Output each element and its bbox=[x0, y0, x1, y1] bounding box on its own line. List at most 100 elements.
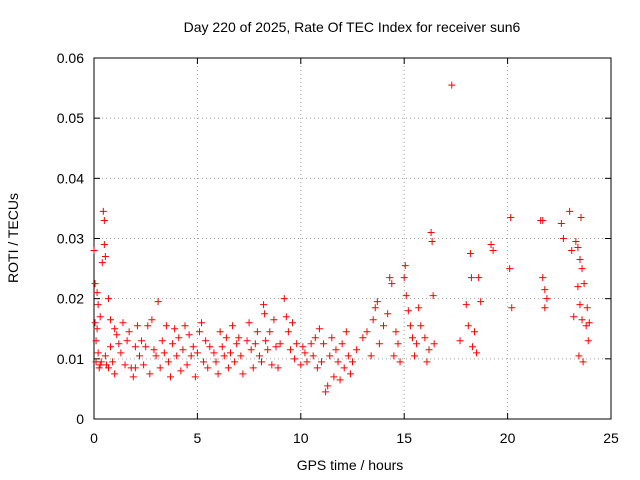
data-point bbox=[575, 352, 583, 360]
data-point bbox=[260, 301, 268, 309]
data-point bbox=[97, 358, 105, 366]
data-point bbox=[568, 247, 576, 255]
data-point bbox=[386, 274, 394, 282]
x-tick-label: 15 bbox=[396, 430, 412, 446]
data-point bbox=[477, 298, 485, 306]
data-point bbox=[578, 265, 586, 273]
y-axis-label: ROTI / TECUs bbox=[5, 193, 21, 283]
x-axis-label: GPS time / hours bbox=[297, 457, 404, 473]
data-point bbox=[473, 349, 481, 357]
grid-lines bbox=[94, 58, 611, 419]
data-point bbox=[154, 298, 162, 306]
y-tick-label: 0 bbox=[76, 411, 84, 427]
data-point bbox=[99, 207, 107, 215]
data-point bbox=[487, 241, 495, 249]
data-point bbox=[293, 340, 301, 348]
data-point bbox=[115, 340, 123, 348]
data-point bbox=[200, 358, 208, 366]
data-point bbox=[160, 349, 168, 357]
data-point bbox=[367, 352, 375, 360]
data-point bbox=[541, 304, 549, 312]
data-point bbox=[413, 340, 421, 348]
data-point bbox=[94, 301, 102, 309]
data-point bbox=[138, 337, 146, 345]
data-point bbox=[133, 322, 141, 330]
data-point bbox=[173, 352, 181, 360]
data-point bbox=[286, 346, 294, 354]
data-point bbox=[239, 370, 247, 378]
data-point bbox=[261, 310, 269, 318]
y-tick-label: 0.03 bbox=[57, 231, 84, 247]
data-point bbox=[179, 346, 187, 354]
data-point bbox=[574, 283, 582, 291]
data-point bbox=[144, 322, 152, 330]
data-point bbox=[142, 343, 150, 351]
data-point bbox=[91, 280, 99, 288]
data-point bbox=[301, 349, 309, 357]
data-point bbox=[235, 334, 243, 342]
data-point bbox=[328, 334, 336, 342]
data-point bbox=[401, 262, 409, 270]
data-point bbox=[353, 346, 361, 354]
data-point bbox=[104, 364, 112, 372]
data-point bbox=[303, 358, 311, 366]
data-point bbox=[233, 340, 241, 348]
data-point bbox=[175, 334, 183, 342]
data-point bbox=[231, 358, 239, 366]
data-point bbox=[430, 340, 438, 348]
data-point bbox=[585, 319, 593, 327]
data-point bbox=[342, 328, 350, 336]
data-point bbox=[96, 361, 104, 369]
data-point bbox=[216, 328, 224, 336]
data-point bbox=[583, 304, 591, 312]
data-point bbox=[226, 349, 234, 357]
data-point bbox=[489, 247, 497, 255]
data-point bbox=[162, 322, 170, 330]
data-point bbox=[371, 304, 379, 312]
data-point bbox=[349, 358, 356, 366]
data-point bbox=[396, 358, 404, 366]
data-point bbox=[359, 334, 367, 342]
data-point bbox=[253, 328, 261, 336]
data-point bbox=[119, 319, 127, 327]
data-point bbox=[456, 337, 464, 345]
data-point bbox=[274, 364, 282, 372]
data-point bbox=[167, 373, 175, 381]
data-point bbox=[268, 361, 276, 369]
data-point bbox=[169, 340, 177, 348]
x-tick-label: 10 bbox=[293, 430, 309, 446]
data-point bbox=[307, 340, 315, 348]
data-point bbox=[468, 343, 476, 351]
data-point bbox=[390, 352, 398, 360]
data-point bbox=[539, 274, 547, 282]
data-point bbox=[421, 334, 429, 342]
data-point bbox=[400, 274, 408, 282]
data-point bbox=[101, 253, 109, 261]
data-point bbox=[475, 274, 483, 282]
data-point bbox=[336, 376, 344, 384]
data-point bbox=[220, 352, 228, 360]
data-point bbox=[164, 358, 172, 366]
data-point bbox=[146, 370, 154, 378]
data-point bbox=[541, 286, 549, 294]
data-point bbox=[117, 349, 125, 357]
data-point bbox=[320, 340, 328, 348]
data-point bbox=[96, 313, 104, 321]
data-point bbox=[322, 388, 330, 396]
data-point bbox=[394, 340, 402, 348]
y-tick-label: 0.02 bbox=[57, 291, 84, 307]
data-point bbox=[344, 352, 352, 360]
data-point bbox=[270, 316, 278, 324]
data-point bbox=[429, 292, 437, 300]
data-point bbox=[584, 337, 592, 345]
data-point bbox=[101, 352, 109, 360]
x-tick-label: 25 bbox=[603, 430, 619, 446]
data-point bbox=[123, 337, 131, 345]
data-point bbox=[148, 316, 156, 324]
data-point bbox=[392, 328, 400, 336]
data-point bbox=[93, 289, 101, 297]
data-point bbox=[131, 364, 139, 372]
y-tick-label: 0.01 bbox=[57, 351, 84, 367]
